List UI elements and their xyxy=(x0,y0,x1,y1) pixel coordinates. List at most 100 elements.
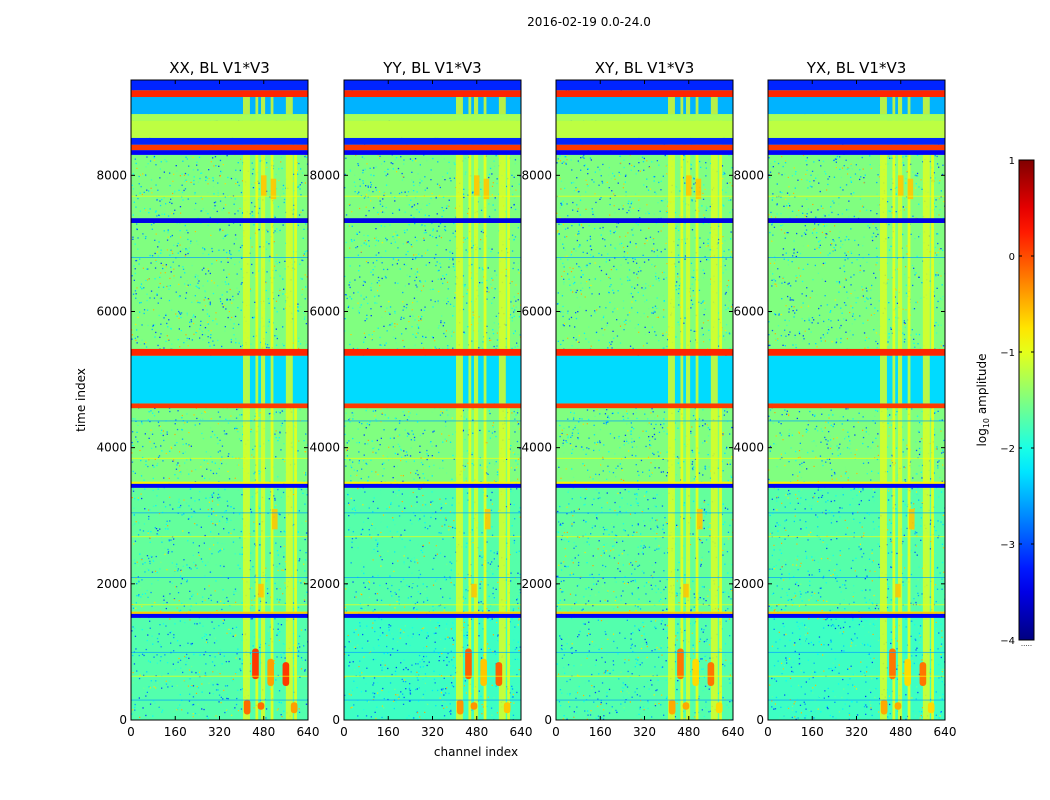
noise-speck xyxy=(355,505,357,507)
noise-speck xyxy=(497,635,499,637)
noise-speck xyxy=(190,643,192,645)
noise-speck xyxy=(188,251,190,253)
noise-speck xyxy=(197,687,200,689)
noise-speck xyxy=(145,175,147,177)
noise-speck xyxy=(442,196,445,198)
rfi-warm xyxy=(272,508,278,530)
noise-speck xyxy=(211,493,213,496)
noise-speck xyxy=(454,269,456,271)
noise-speck xyxy=(249,631,251,633)
noise-speck xyxy=(173,213,175,215)
noise-speck xyxy=(184,622,186,624)
noise-speck xyxy=(447,414,449,416)
noise-speck xyxy=(276,565,278,568)
noise-speck xyxy=(419,593,422,595)
noise-speck xyxy=(409,315,411,317)
noise-speck xyxy=(376,326,378,329)
noise-speck xyxy=(251,587,253,589)
noise-speck xyxy=(401,456,403,458)
noise-speck xyxy=(292,608,295,610)
noise-speck xyxy=(193,510,195,512)
noise-speck xyxy=(218,499,220,501)
noise-speck xyxy=(173,634,175,636)
noise-speck xyxy=(134,418,136,420)
noise-speck xyxy=(348,641,350,643)
noise-speck xyxy=(229,319,232,321)
noise-speck xyxy=(372,647,375,649)
noise-speck xyxy=(157,332,159,334)
noise-speck xyxy=(204,599,206,601)
noise-speck xyxy=(451,331,453,333)
noise-speck xyxy=(269,412,271,415)
noise-speck xyxy=(380,664,382,666)
noise-speck xyxy=(471,452,473,454)
noise-speck xyxy=(462,308,465,311)
noise-speck xyxy=(431,512,434,515)
noise-speck xyxy=(368,240,370,242)
noise-speck xyxy=(394,159,396,161)
noise-speck xyxy=(216,609,218,612)
noise-speck xyxy=(234,234,237,236)
noise-speck xyxy=(434,608,436,610)
noise-speck xyxy=(232,627,234,630)
noise-speck xyxy=(179,704,181,706)
noise-speck xyxy=(145,346,148,348)
noise-speck xyxy=(479,583,481,585)
noise-speck xyxy=(195,407,197,409)
noise-speck xyxy=(489,437,491,439)
noise-speck xyxy=(509,188,511,190)
noise-speck xyxy=(300,668,303,670)
noise-speck xyxy=(385,174,387,177)
noise-speck xyxy=(305,156,308,158)
noise-speck xyxy=(400,691,402,693)
noise-speck xyxy=(185,443,187,445)
noise-speck xyxy=(188,611,190,613)
noise-speck xyxy=(211,513,213,515)
noise-speck xyxy=(278,601,280,603)
noise-speck xyxy=(268,533,270,535)
noise-speck xyxy=(134,627,136,630)
noise-speck xyxy=(220,600,222,602)
noise-speck xyxy=(219,229,221,232)
noise-speck xyxy=(418,670,420,672)
noise-speck xyxy=(265,717,267,719)
noise-speck xyxy=(435,348,437,350)
noise-speck xyxy=(470,250,473,253)
noise-speck xyxy=(275,679,277,681)
noise-speck xyxy=(218,533,220,535)
noise-speck xyxy=(517,227,519,229)
noise-speck xyxy=(348,529,350,531)
noise-speck xyxy=(167,633,169,636)
noise-speck xyxy=(298,650,300,652)
noise-speck xyxy=(200,499,203,501)
noise-speck xyxy=(171,343,173,345)
noise-speck xyxy=(514,309,516,311)
noise-speck xyxy=(284,602,287,604)
noise-speck xyxy=(173,711,176,713)
noise-speck xyxy=(189,619,191,621)
noise-speck xyxy=(197,156,199,158)
noise-speck xyxy=(519,175,521,177)
noise-speck xyxy=(405,643,407,645)
noise-speck xyxy=(393,707,395,710)
noise-speck xyxy=(470,618,472,620)
noise-speck xyxy=(305,703,308,705)
noise-speck xyxy=(453,513,456,515)
noise-speck xyxy=(404,211,406,213)
noise-speck xyxy=(438,451,440,454)
noise-speck xyxy=(169,520,171,522)
noise-speck xyxy=(152,324,154,326)
noise-speck xyxy=(266,344,269,346)
noise-speck xyxy=(194,192,196,194)
noise-speck xyxy=(186,312,188,314)
noise-speck xyxy=(171,202,173,205)
noise-speck xyxy=(132,488,134,490)
noise-speck xyxy=(219,673,221,675)
noise-speck xyxy=(283,556,285,558)
noise-speck xyxy=(422,696,424,699)
noise-speck xyxy=(300,194,302,196)
noise-speck xyxy=(147,634,149,636)
noise-speck xyxy=(137,499,139,501)
noise-speck xyxy=(498,193,500,195)
noise-speck xyxy=(140,493,142,495)
